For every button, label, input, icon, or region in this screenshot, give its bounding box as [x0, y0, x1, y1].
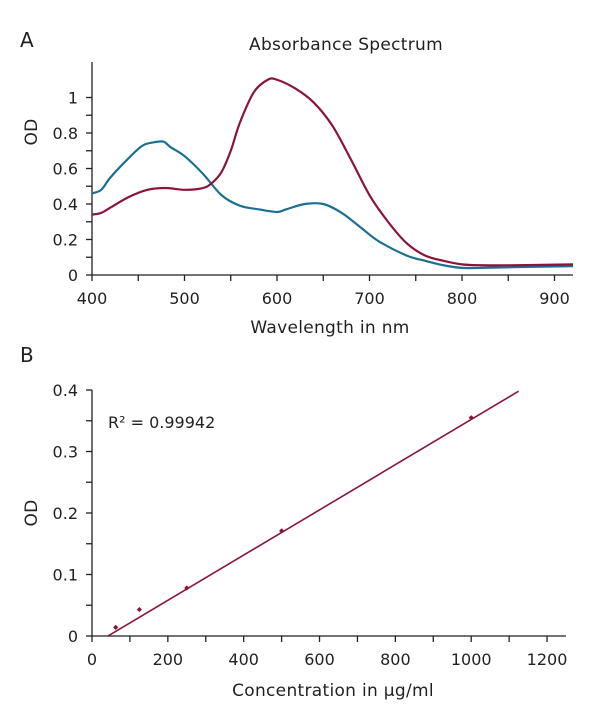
chart-a-x-tick-label: 600: [262, 289, 293, 308]
panel-a-label: A: [20, 28, 34, 52]
chart-b-y-tick-label: 0.2: [53, 504, 78, 523]
chart-b-y-tick-label: 0.3: [53, 443, 78, 462]
chart-b-x-tick-label: 400: [228, 650, 259, 669]
chart-a-axes: [91, 62, 573, 276]
chart-a-y-tick-label: 0.8: [53, 124, 78, 143]
panel-b-label: B: [20, 343, 34, 367]
chart-a-y-tick-label: 0.4: [53, 195, 78, 214]
chart-a-series: [91, 77, 574, 270]
chart-b-data-point: [468, 415, 474, 421]
chart-b-y-tick-label: 0.1: [53, 566, 78, 585]
chart-a-x-tick-label: 800: [447, 289, 478, 308]
chart-a-series-line-2: [91, 77, 574, 267]
chart-a-title: Absorbance Spectrum: [249, 35, 443, 55]
chart-a-y-tick-label: 0: [68, 266, 78, 285]
chart-a-y-axis-title: OD: [22, 118, 42, 145]
panel-a: A Absorbance Spectrum OD Wavelength in n…: [20, 28, 574, 338]
chart-a-series-line-1: [91, 140, 574, 270]
chart-b-r-squared-label: R² = 0.99942: [108, 413, 215, 432]
chart-a-x-tick-label: 400: [77, 289, 108, 308]
chart-b-data-point: [136, 606, 142, 613]
chart-b-data-point: [113, 624, 119, 630]
chart-a-y-tick-label: 0.2: [53, 231, 78, 250]
chart-b-x-tick-label: 200: [153, 650, 184, 669]
chart-b-x-axis-title: Concentration in μg/ml: [232, 681, 434, 701]
chart-a-x-tick-label: 900: [539, 289, 570, 308]
panel-b: B OD Concentration in μg/ml R² = 0.99942…: [20, 343, 567, 701]
chart-a-x-tick-label: 700: [354, 289, 385, 308]
chart-b-trendline: [107, 390, 520, 637]
chart-a-ticks: 400 500 600 700 800 900 0 0.2 0.4 0.6 0.8 1: [53, 89, 570, 309]
chart-b-y-tick-label: 0: [68, 627, 78, 646]
chart-b-series: [107, 390, 520, 637]
chart-a-y-tick-label: 0.6: [53, 160, 78, 179]
chart-b-x-tick-label: 1200: [527, 650, 568, 669]
chart-a-x-axis-title: Wavelength in nm: [250, 318, 409, 338]
chart-b-y-axis-title: OD: [22, 499, 42, 526]
chart-b-data-point: [184, 585, 190, 591]
chart-a-x-tick-label: 500: [169, 289, 200, 308]
chart-b-data-point: [279, 528, 285, 534]
chart-a-y-tick-label: 1: [68, 89, 78, 108]
chart-b-x-tick-label: 600: [304, 650, 335, 669]
chart-b-ticks: 0 200 400 600 800 1000 1200 0 0.1 0.2 0.3 0.4: [53, 381, 568, 669]
chart-b-x-tick-label: 1000: [451, 650, 492, 669]
chart-b-x-tick-label: 0: [87, 650, 97, 669]
chart-b-x-tick-label: 800: [380, 650, 411, 669]
chart-b-y-tick-label: 0.4: [53, 381, 78, 400]
